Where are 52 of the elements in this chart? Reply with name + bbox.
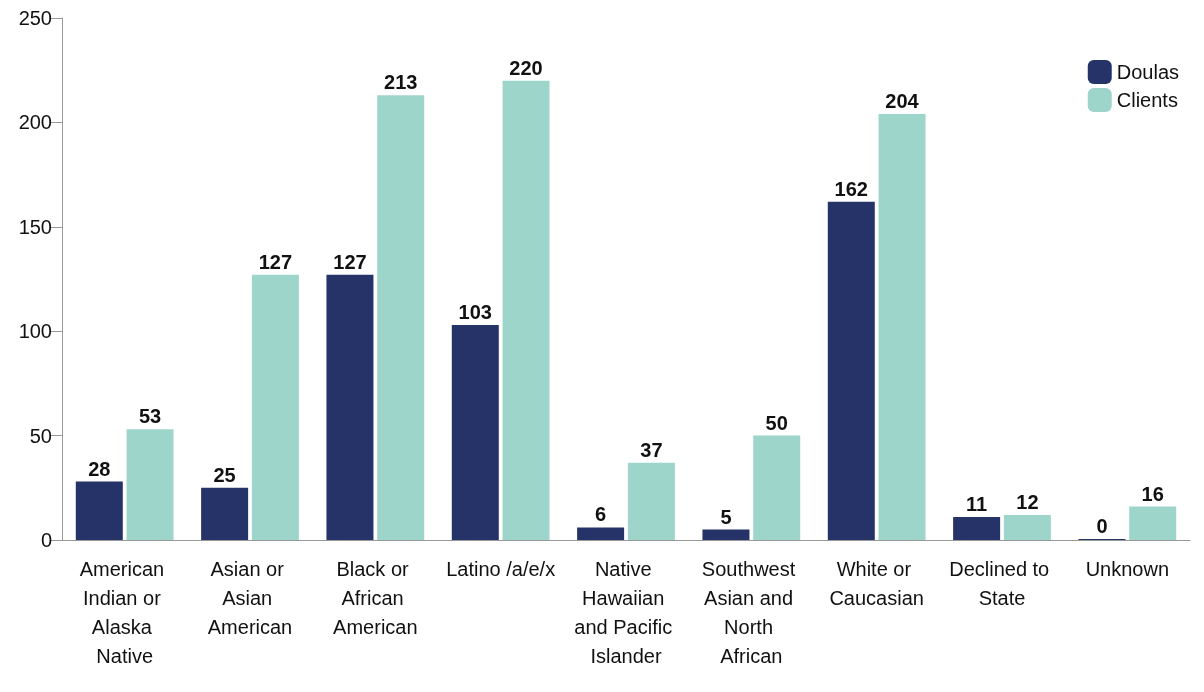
bar (201, 487, 249, 540)
bar (451, 324, 499, 540)
data-label: 162 (834, 177, 868, 200)
x-tick-label: Latino /a/e/x (446, 557, 556, 580)
x-tick-label: Declined to State (949, 557, 1055, 609)
data-label: 25 (213, 463, 236, 486)
data-label: 6 (595, 503, 607, 526)
y-tick-label: 250 (18, 7, 52, 29)
data-label: 204 (885, 90, 920, 113)
bar (377, 95, 425, 540)
x-tick-label: Unknown (1085, 557, 1170, 580)
bar (75, 481, 123, 540)
x-tick-label: Native Hawaiian and Pacific Islander (574, 557, 678, 667)
y-tick-label: 150 (18, 215, 52, 238)
bar (627, 462, 675, 540)
y-tick-label: 0 (40, 529, 52, 551)
x-tick-label: Southwest Asian and North African (701, 557, 801, 667)
x-tick-label: American Indian or Alaska Native (79, 557, 170, 667)
data-label: 53 (138, 405, 162, 428)
legend-label: Doulas (1116, 61, 1180, 83)
bar (577, 527, 625, 540)
data-label: 16 (1141, 482, 1164, 505)
bar (1003, 514, 1051, 540)
y-tick-label: 100 (18, 320, 52, 343)
legend-label: Clients (1116, 89, 1178, 111)
data-label: 213 (384, 71, 418, 94)
bar (326, 274, 374, 540)
data-label: 12 (1016, 490, 1039, 513)
bar (753, 435, 801, 540)
data-label: 11 (966, 493, 988, 516)
data-label: 28 (88, 457, 111, 480)
data-label: 103 (458, 300, 492, 323)
x-tick-label: Asian or Asian American (207, 557, 293, 638)
y-tick-label: 200 (18, 111, 52, 134)
data-label: 50 (765, 411, 788, 434)
bar (126, 429, 174, 540)
data-label: 127 (258, 250, 293, 273)
data-label: 5 (720, 505, 732, 528)
x-tick-label: Black or African American (333, 557, 418, 638)
data-label: 127 (333, 250, 367, 273)
bar (251, 274, 299, 540)
data-label: 0 (1096, 515, 1108, 537)
data-label: 37 (640, 438, 663, 461)
bar (1129, 506, 1177, 540)
x-tick-label: White or Caucasian (829, 557, 924, 609)
y-tick-label: 50 (29, 424, 52, 447)
bar (953, 517, 1001, 540)
bar (827, 201, 875, 540)
data-label: 220 (509, 56, 543, 79)
bar (502, 80, 550, 540)
bar (878, 114, 926, 540)
bar (702, 529, 750, 540)
